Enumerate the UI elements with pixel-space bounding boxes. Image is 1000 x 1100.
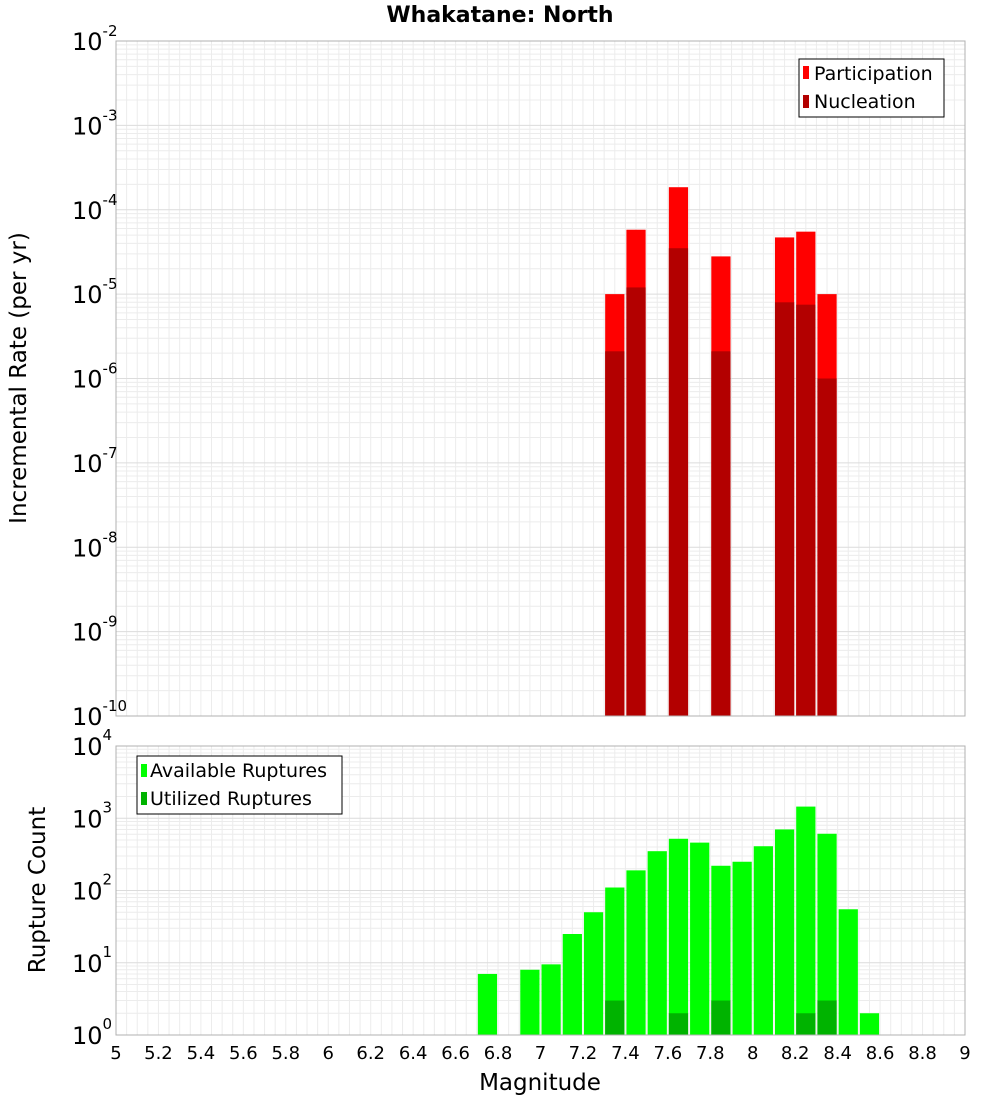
top-bar-nucleation — [817, 378, 837, 716]
top-y-ticks: 10-10 10-9 10-8 10-7 10-6 10-5 10-4 10-3 10-2 — [72, 22, 127, 731]
top-legend-box — [798, 58, 945, 118]
top-y-tick-label: 10-4 — [72, 191, 118, 225]
top-panel: 10-10 10-9 10-8 10-7 10-6 10-5 10-4 10-3 10-2 In… — [6, 22, 966, 731]
top-bar-nucleation — [774, 302, 795, 716]
bottom-bar-available-ruptures — [562, 933, 582, 1035]
x-ticks: 5 5.2 5.4 5.6 5.8 6 6.2 6.4 6.6 6.8 7 7.2 7.4 7.6 7.8 8… — [110, 1043, 970, 1064]
top-bar-nucleation — [605, 351, 625, 716]
legend-label-nucleation: Nucleation — [814, 91, 916, 113]
bottom-bar-available-ruptures — [796, 806, 816, 1035]
top-grid — [115, 41, 966, 717]
x-axis-label: Magnitude — [479, 1070, 601, 1096]
bottom-bar-available-ruptures — [753, 846, 773, 1035]
legend-swatch-available — [141, 764, 147, 777]
x-tick-label: 6.2 — [356, 1043, 385, 1064]
top-y-tick-label: 10-10 — [72, 697, 127, 731]
x-tick-label: 8.8 — [908, 1043, 937, 1064]
legend-swatch-participation — [803, 66, 809, 79]
bottom-y-axis-label: Rupture Count — [25, 807, 51, 973]
bottom-legend: Available Ruptures Utilized Ruptures — [136, 755, 343, 815]
bottom-y-tick-label: 102 — [72, 871, 112, 906]
x-tick-label: 7.2 — [569, 1043, 598, 1064]
top-y-tick-label: 10-6 — [72, 360, 118, 394]
top-bar-nucleation — [796, 304, 816, 716]
top-bar-nucleation — [711, 351, 731, 716]
bottom-y-tick-label: 104 — [72, 726, 112, 761]
bottom-bar-available-ruptures — [817, 833, 837, 1035]
x-tick-label: 6.6 — [441, 1043, 470, 1064]
bottom-y-tick-label: 101 — [72, 943, 112, 978]
x-tick-label: 5.4 — [187, 1043, 216, 1064]
bottom-bar-available-ruptures — [541, 964, 561, 1035]
x-tick-label: 6 — [323, 1043, 334, 1064]
legend-swatch-nucleation — [803, 95, 809, 108]
bottom-bars — [477, 806, 880, 1035]
top-plot-frame — [115, 40, 966, 717]
top-legend: Participation Nucleation — [798, 58, 945, 118]
bottom-bar-available-ruptures — [477, 973, 498, 1035]
top-y-tick-label: 10-5 — [72, 275, 118, 309]
bottom-y-ticks: 100 101 102 103 104 — [72, 726, 112, 1050]
bottom-y-tick-label: 103 — [72, 798, 112, 833]
legend-label-utilized: Utilized Ruptures — [150, 788, 312, 810]
bottom-legend-box — [136, 755, 343, 815]
x-tick-label: 8.6 — [866, 1043, 895, 1064]
x-tick-label: 6.8 — [484, 1043, 513, 1064]
bottom-bar-available-ruptures — [605, 887, 625, 1035]
x-tick-label: 7.4 — [611, 1043, 640, 1064]
top-y-tick-label: 10-3 — [72, 106, 118, 140]
bottom-bar-available-ruptures — [520, 969, 540, 1035]
top-y-tick-label: 10-7 — [72, 444, 118, 478]
top-y-tick-label: 10-9 — [72, 613, 118, 647]
x-tick-label: 5.6 — [229, 1043, 258, 1064]
bottom-bar-available-ruptures — [859, 1013, 880, 1035]
top-bar-nucleation — [668, 248, 689, 717]
bottom-bar-available-ruptures — [838, 909, 858, 1035]
bottom-bar-available-ruptures — [732, 861, 752, 1035]
legend-label-participation: Participation — [814, 63, 933, 85]
top-y-tick-label: 10-2 — [72, 22, 118, 56]
bottom-y-tick-label: 100 — [72, 1015, 112, 1050]
x-tick-label: 7.6 — [654, 1043, 683, 1064]
top-y-tick-label: 10-8 — [72, 528, 118, 562]
bottom-bar-available-ruptures — [647, 851, 667, 1035]
x-tick-label: 8.2 — [781, 1043, 810, 1064]
bottom-bar-utilized-ruptures — [817, 1000, 837, 1035]
bottom-panel: 100 101 102 103 104 Rupture Count Available … — [25, 726, 966, 1050]
bottom-bar-available-ruptures — [690, 842, 710, 1035]
bottom-bar-utilized-ruptures — [711, 1000, 731, 1035]
x-tick-label: 5 — [110, 1043, 121, 1064]
chart-title: Whakatane: North — [386, 3, 613, 28]
x-tick-label: 7 — [535, 1043, 546, 1064]
bottom-bar-available-ruptures — [774, 829, 795, 1035]
legend-label-available: Available Ruptures — [150, 760, 327, 782]
legend-swatch-utilized — [141, 792, 147, 805]
x-tick-label: 7.8 — [696, 1043, 725, 1064]
bottom-bar-utilized-ruptures — [796, 1013, 816, 1035]
bottom-bar-available-ruptures — [668, 838, 689, 1035]
x-tick-label: 8 — [747, 1043, 758, 1064]
bottom-bar-utilized-ruptures — [668, 1013, 689, 1035]
top-bars — [605, 187, 837, 717]
bottom-bar-utilized-ruptures — [605, 1000, 625, 1035]
x-tick-label: 6.4 — [399, 1043, 428, 1064]
top-bar-nucleation — [626, 287, 646, 716]
top-y-axis-label: Incremental Rate (per yr) — [6, 232, 32, 524]
x-tick-label: 8.4 — [823, 1043, 852, 1064]
bottom-plot-frame — [115, 745, 966, 1036]
x-tick-label: 5.8 — [271, 1043, 300, 1064]
x-tick-label: 9 — [959, 1043, 970, 1064]
bottom-bar-available-ruptures — [583, 912, 604, 1035]
bottom-bar-available-ruptures — [626, 870, 646, 1035]
x-tick-label: 5.2 — [144, 1043, 173, 1064]
bottom-bar-available-ruptures — [711, 865, 731, 1035]
